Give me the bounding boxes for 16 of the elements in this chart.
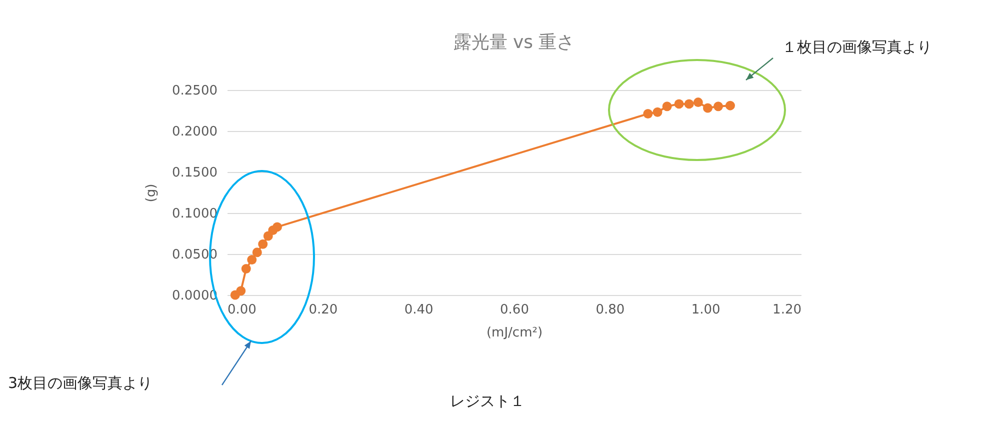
y-tick-label: 0.2500 — [172, 84, 218, 98]
y-tick-label: 0.1500 — [172, 166, 218, 180]
x-tick-label: 1.20 — [772, 302, 802, 318]
x-tick-label: 1.00 — [691, 302, 720, 318]
text: 3枚目の画像写真より — [8, 374, 153, 393]
x-tick-label: 0.20 — [308, 302, 338, 318]
text: レジスト１ — [450, 392, 525, 411]
chart-title: 露光量 vs 重さ — [453, 32, 575, 53]
x-tick-label: 0.00 — [228, 302, 256, 318]
x-tick-label: 0.80 — [596, 302, 625, 318]
x-tick-label: 0.40 — [404, 302, 434, 318]
x-tick-label: 0.60 — [500, 302, 529, 318]
y-tick-label: 0.2000 — [172, 124, 218, 140]
text: １枚目の画像写真より — [782, 38, 932, 57]
x-axis-title: (mJ/cm²) — [486, 326, 543, 340]
y-axis-title: (g) — [144, 184, 160, 202]
